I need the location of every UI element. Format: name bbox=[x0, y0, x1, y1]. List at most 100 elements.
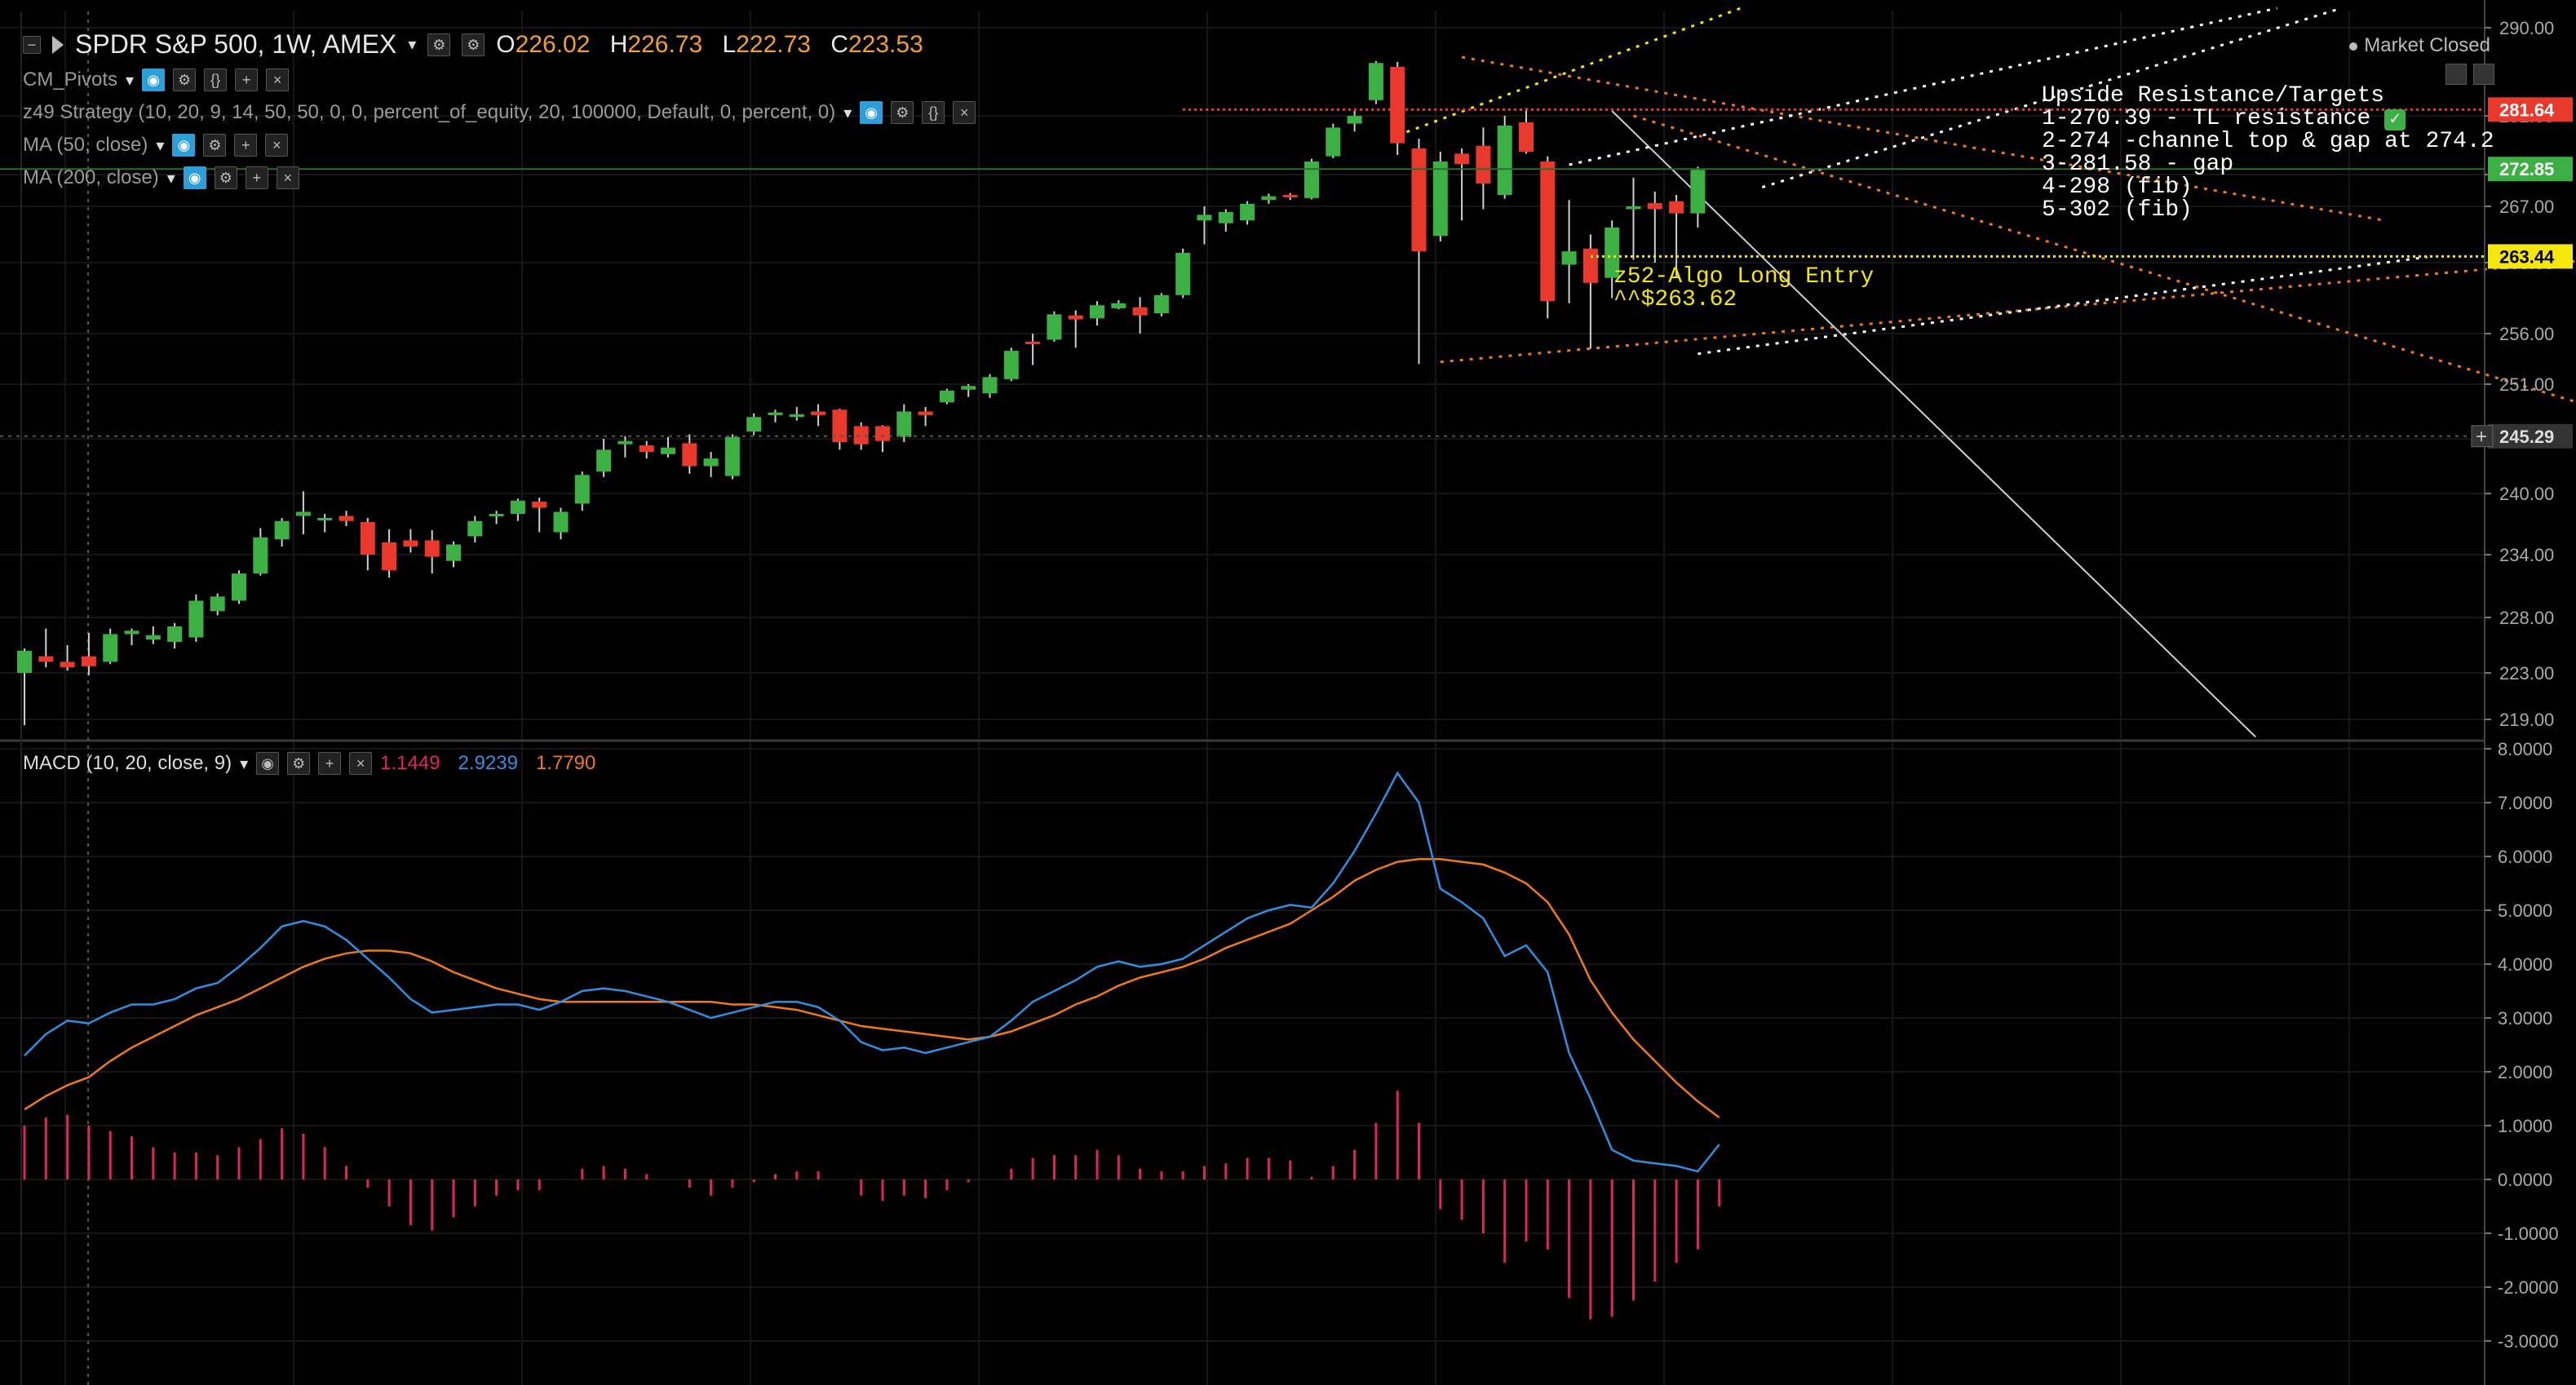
eye-icon[interactable]: ◉ bbox=[183, 166, 206, 189]
settings-icon[interactable]: ⚙ bbox=[427, 33, 451, 56]
candle-down bbox=[1411, 148, 1427, 252]
yellow-price-tag-bg bbox=[2488, 244, 2573, 269]
macd-header[interactable]: MACD (10, 20, close, 9) ▾ ◉ ⚙ + × 1.1449… bbox=[23, 752, 605, 775]
macd-hist-value: 1.1449 bbox=[380, 752, 440, 774]
grid-lines bbox=[0, 11, 2485, 1385]
candle-up bbox=[1561, 251, 1577, 265]
candle-up bbox=[746, 417, 762, 432]
candle-up bbox=[103, 634, 118, 662]
plus-icon[interactable]: + bbox=[234, 134, 258, 157]
chevron-down-icon[interactable]: ▾ bbox=[156, 136, 165, 155]
source-icon[interactable]: {} bbox=[922, 101, 945, 124]
candle-down bbox=[875, 426, 890, 441]
close-icon[interactable]: × bbox=[266, 69, 290, 91]
arrow-down-icon[interactable] bbox=[2445, 64, 2467, 85]
chevron-down-icon[interactable]: ▾ bbox=[408, 36, 417, 54]
candle-up bbox=[1304, 162, 1319, 198]
candle-up bbox=[574, 475, 590, 504]
red-price-tag-bg bbox=[2488, 97, 2573, 122]
settings-icon[interactable]: ⚙ bbox=[214, 166, 237, 189]
plus-icon[interactable]: + bbox=[235, 69, 259, 91]
chevron-down-icon[interactable]: ▾ bbox=[240, 754, 249, 773]
eye-icon[interactable]: ◉ bbox=[172, 134, 196, 157]
red-price-tag: 281.64 bbox=[2499, 100, 2555, 120]
indicator-label: z49 Strategy (10, 20, 9, 14, 50, 50, 0, … bbox=[23, 101, 836, 123]
candle-down bbox=[639, 445, 654, 453]
candle-up bbox=[1626, 206, 1641, 210]
candle-up bbox=[145, 635, 161, 640]
symbol-header: − SPDR S&P 500, 1W, AMEX ▾ ⚙ ⚙ O226.02 H… bbox=[23, 29, 936, 60]
indicator-ma-200[interactable]: MA (200, close) ▾ ◉ ⚙ + × bbox=[23, 166, 299, 189]
indicator-label: MA (50, close) bbox=[23, 134, 148, 156]
price-axis-labels: 281.64 272.85 263.44 245.29 + bbox=[2471, 97, 2573, 449]
candle-down bbox=[1519, 122, 1534, 152]
close-icon[interactable]: × bbox=[265, 134, 289, 157]
candle-up bbox=[1047, 314, 1062, 340]
candle-up bbox=[274, 520, 290, 540]
candle-up bbox=[1218, 211, 1233, 223]
candle-up bbox=[1261, 196, 1277, 201]
settings-icon[interactable]: ⚙ bbox=[462, 33, 485, 56]
collapse-icon[interactable]: − bbox=[23, 35, 41, 54]
market-status-label: Market Closed bbox=[2364, 34, 2490, 56]
macd-tick-label: 4.0000 bbox=[2498, 954, 2552, 975]
indicator-cm-pivots[interactable]: CM_Pivots ▾ ◉ ⚙ {} + × bbox=[23, 69, 290, 91]
chevron-down-icon[interactable]: ▾ bbox=[843, 104, 852, 122]
candle-up bbox=[1432, 162, 1448, 237]
targets-title: Upside Resistance/Targets bbox=[2042, 83, 2385, 108]
eye-icon[interactable]: ◉ bbox=[142, 69, 166, 91]
green-price-tag-bg bbox=[2488, 157, 2573, 182]
candle-up bbox=[1326, 127, 1341, 157]
close-icon[interactable]: × bbox=[349, 752, 373, 775]
macd-signal-line bbox=[24, 858, 1720, 1119]
chevron-down-icon[interactable]: ▾ bbox=[126, 71, 135, 90]
crosshair-price-tag: 245.29 bbox=[2499, 427, 2554, 447]
settings-icon[interactable]: ⚙ bbox=[173, 69, 197, 91]
candle-up bbox=[1153, 294, 1169, 314]
eye-icon[interactable]: ◉ bbox=[256, 752, 280, 775]
candle-up bbox=[188, 600, 204, 638]
pane-controls bbox=[2445, 64, 2494, 85]
candle-up bbox=[467, 520, 483, 537]
candle-up bbox=[661, 447, 675, 454]
candle-up bbox=[939, 390, 954, 403]
macd-line bbox=[24, 771, 1720, 1173]
candle-down bbox=[1068, 315, 1083, 320]
settings-icon[interactable]: ⚙ bbox=[891, 101, 914, 124]
symbol-title[interactable]: SPDR S&P 500, 1W, AMEX bbox=[75, 29, 397, 59]
price-tick-label: 223.00 bbox=[2499, 663, 2554, 684]
indicator-z49-strategy[interactable]: z49 Strategy (10, 20, 9, 14, 50, 50, 0, … bbox=[23, 101, 976, 124]
plus-icon[interactable]: + bbox=[245, 166, 268, 189]
price-level-lines bbox=[0, 108, 2485, 437]
candle-down bbox=[382, 542, 397, 571]
source-icon[interactable]: {} bbox=[204, 69, 228, 91]
candle-down bbox=[424, 540, 440, 557]
chevron-down-icon[interactable]: ▾ bbox=[166, 169, 175, 188]
close-icon[interactable]: × bbox=[276, 166, 299, 189]
candle-down bbox=[853, 426, 869, 445]
eye-icon[interactable]: ◉ bbox=[860, 101, 883, 124]
algo-line-1: z52-Algo Long Entry bbox=[1613, 264, 1874, 290]
maximize-icon[interactable] bbox=[2473, 64, 2494, 85]
macd-tick-label: 2.0000 bbox=[2498, 1062, 2552, 1082]
candle-up bbox=[724, 436, 740, 476]
price-tick-label: 228.00 bbox=[2499, 608, 2554, 628]
plus-icon[interactable]: + bbox=[318, 752, 342, 775]
candle-down bbox=[1476, 145, 1491, 184]
high-value: 226.73 bbox=[627, 30, 703, 58]
macd-tick-label: 3.0000 bbox=[2498, 1008, 2552, 1029]
channel-top-2 bbox=[1761, 7, 2342, 189]
open-value: 226.02 bbox=[515, 30, 591, 58]
settings-icon[interactable]: ⚙ bbox=[287, 752, 311, 775]
macd-tick-label: 1.0000 bbox=[2498, 1116, 2552, 1136]
close-icon[interactable]: × bbox=[953, 101, 976, 124]
price-tick-label: 240.00 bbox=[2499, 484, 2554, 504]
candle-up bbox=[1497, 126, 1512, 195]
macd-pane bbox=[23, 771, 1721, 1320]
candle-down bbox=[811, 411, 826, 415]
candle-down bbox=[682, 443, 697, 467]
indicator-ma-50[interactable]: MA (50, close) ▾ ◉ ⚙ + × bbox=[23, 134, 289, 157]
open-label: O bbox=[496, 30, 516, 58]
settings-icon[interactable]: ⚙ bbox=[203, 134, 227, 157]
